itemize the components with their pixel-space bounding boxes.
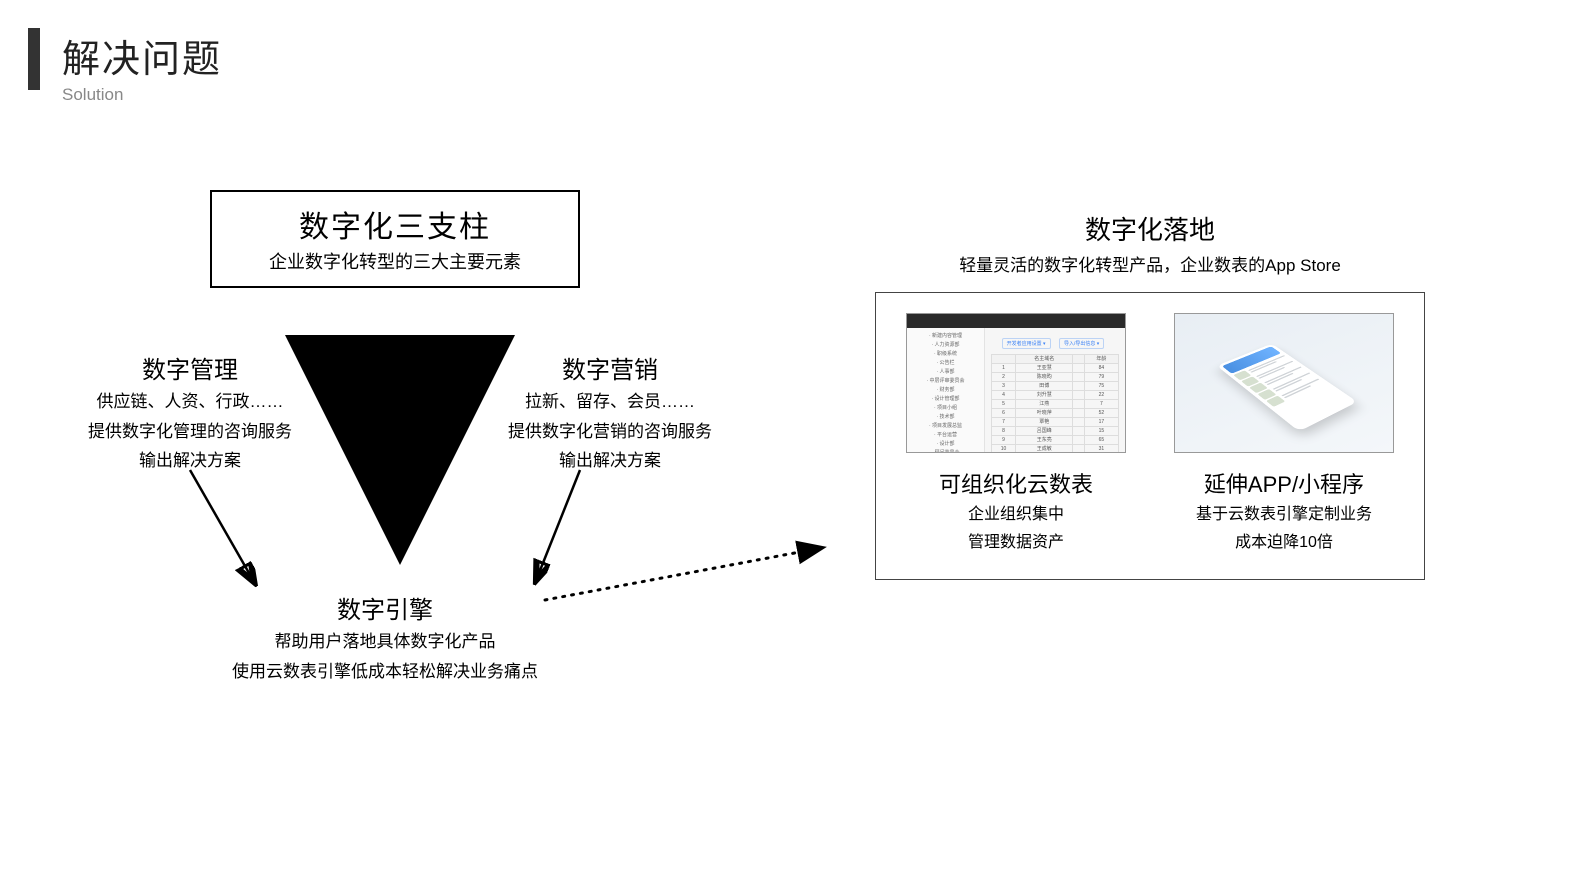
right-container-box: · 新建内容管理· 人力资源部· 职级系统· 公告栏· 人事部· 中层评审委员会… [875,292,1425,580]
thumb1-sidebar-item: · 平台运营 [911,431,980,440]
thumb1-sidebar-item: · 财务部 [911,386,980,395]
thumb1-table: 名主域名年龄1王亚慧842陈晓昀793田博754刘升慧225江燕76叶晓萍527… [991,354,1119,453]
card2-line1: 基于云数表引擎定制业务 [1164,503,1404,527]
thumb1-sidebar-item: · 设计部 [911,440,980,449]
dotted-arrow-to-right [545,545,835,615]
thumb1-sidebar-item: · 人事部 [911,368,980,377]
thumb1-sidebar-item: · 中层评审委员会 [911,377,980,386]
header-text: 解决问题 Solution [62,28,222,105]
table-row: 8吕国峰15 [992,427,1119,436]
thumb1-topbar [907,314,1125,328]
thumb1-sidebar-item: · 顾问委员会 [911,449,980,453]
cloud-table-thumbnail: · 新建内容管理· 人力资源部· 职级系统· 公告栏· 人事部· 中层评审委员会… [906,313,1126,453]
table-row: 4刘升慧22 [992,391,1119,400]
app-thumbnail [1174,313,1394,453]
card2-line2: 成本迫降10倍 [1164,531,1404,555]
card1-line2: 管理数据资产 [896,531,1136,555]
thumb1-sidebar-item: · 项目小组 [911,404,980,413]
thumb1-btn1: 开发者应用设置 ▾ [1002,338,1051,349]
thumb1-sidebar-item: · 技术部 [911,413,980,422]
right-title: 数字化落地 [875,210,1425,247]
table-row: 6叶晓萍52 [992,409,1119,418]
thumb1-btn2: 导入/导出信息 ▾ [1059,338,1104,349]
right-subtitle: 轻量灵活的数字化转型产品，企业数表的App Store [875,251,1425,276]
thumb1-sidebar-item: · 设计管理部 [911,395,980,404]
thumb1-sidebar-item: · 新建内容管理 [911,332,980,341]
table-row: 5江燕7 [992,400,1119,409]
right-panel: 数字化落地 轻量灵活的数字化转型产品，企业数表的App Store · 新建内容… [875,210,1425,580]
page-subtitle: Solution [62,85,222,105]
thumb1-sidebar-item: · 公告栏 [911,359,980,368]
thumb1-sidebar: · 新建内容管理· 人力资源部· 职级系统· 公告栏· 人事部· 中层评审委员会… [907,328,985,452]
card-app-miniprogram: 延伸APP/小程序 基于云数表引擎定制业务 成本迫降10倍 [1164,313,1404,555]
right-header: 数字化落地 轻量灵活的数字化转型产品，企业数表的App Store [875,210,1425,276]
page-title: 解决问题 [62,28,222,83]
phone-mock-icon [1217,344,1358,432]
card-cloud-table: · 新建内容管理· 人力资源部· 职级系统· 公告栏· 人事部· 中层评审委员会… [896,313,1136,555]
card1-title: 可组织化云数表 [896,467,1136,499]
card1-line1: 企业组织集中 [896,503,1136,527]
page-header: 解决问题 Solution [28,28,222,105]
table-row: 10王成敏31 [992,445,1119,454]
table-row: 7覃艳17 [992,418,1119,427]
thumb1-main: 开发者应用设置 ▾ 导入/导出信息 ▾ 名主域名年龄1王亚慧842陈晓昀793田… [985,328,1125,452]
table-row: 2陈晓昀79 [992,373,1119,382]
thumb1-sidebar-item: · 人力资源部 [911,341,980,350]
header-accent-bar [28,28,40,90]
card2-title: 延伸APP/小程序 [1164,467,1404,499]
table-row: 9王东亮65 [992,436,1119,445]
arrow-mgmt-to-engine [50,180,780,720]
left-diagram: 数字化三支柱 企业数字化转型的三大主要元素 数字管理 供应链、人资、行政…… 提… [50,180,780,720]
table-row: 3田博75 [992,382,1119,391]
thumb1-sidebar-item: · 职级系统 [911,350,980,359]
thumb1-sidebar-item: · 项目发展总监 [911,422,980,431]
table-row: 1王亚慧84 [992,364,1119,373]
